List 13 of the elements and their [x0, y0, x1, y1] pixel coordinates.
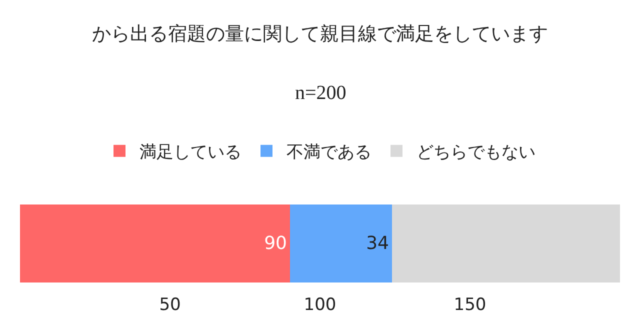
- x-tick-label: 100: [304, 295, 336, 315]
- bar: [290, 204, 392, 282]
- data-label: 90: [264, 233, 287, 254]
- chart-title: から出る宿題の量に関して親目線で満足をしています: [92, 22, 548, 45]
- legend-label: 満足している: [140, 142, 242, 163]
- legend-label: 不満である: [286, 142, 372, 163]
- x-tick-label: 150: [454, 295, 486, 315]
- chart-subtitle: n=200: [295, 82, 346, 104]
- bar: [392, 204, 620, 282]
- bar: [20, 204, 290, 282]
- data-label: 34: [366, 233, 389, 254]
- legend-label: どちらでもない: [416, 142, 536, 163]
- x-tick-label: 50: [159, 295, 181, 315]
